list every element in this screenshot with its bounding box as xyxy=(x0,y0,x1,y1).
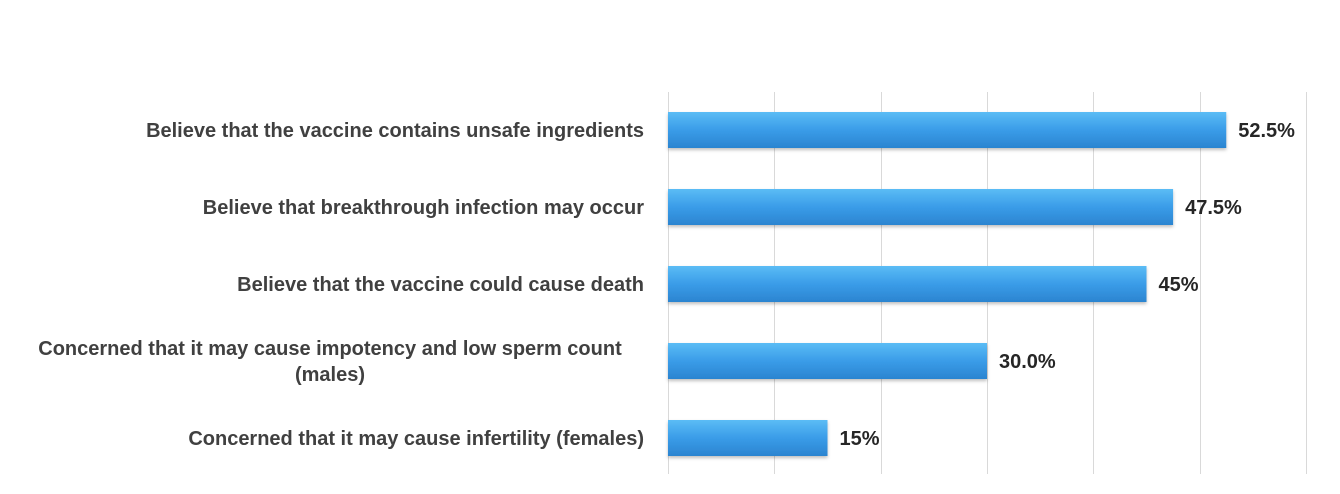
category-label: Believe that the vaccine could cause dea… xyxy=(237,274,644,296)
bar xyxy=(668,112,1227,148)
category-label: Concerned that it may cause infertility … xyxy=(188,428,644,450)
bar xyxy=(668,189,1174,225)
value-label: 47.5% xyxy=(1185,197,1242,219)
value-label: 15% xyxy=(840,428,880,450)
category-label-line: Believe that the vaccine contains unsafe… xyxy=(146,120,644,142)
bar xyxy=(668,343,987,379)
category-label: Believe that breakthrough infection may … xyxy=(203,197,644,219)
value-label: 45% xyxy=(1159,274,1199,296)
category-label-line: Concerned that it may cause infertility … xyxy=(188,428,644,450)
bars xyxy=(668,112,1227,456)
category-label: Concerned that it may cause impotency an… xyxy=(38,338,622,386)
category-labels: Believe that the vaccine contains unsafe… xyxy=(38,120,644,450)
value-label: 52.5% xyxy=(1238,120,1295,142)
category-label-line: Concerned that it may cause impotency an… xyxy=(38,338,622,360)
value-labels: 52.5% 47.5% 45% 30.0% 15% xyxy=(840,120,1296,450)
bar xyxy=(668,420,828,456)
category-label-line: (males) xyxy=(295,364,365,386)
category-label-line: Believe that the vaccine could cause dea… xyxy=(237,274,644,296)
value-label: 30.0% xyxy=(999,351,1056,373)
category-label-line: Believe that breakthrough infection may … xyxy=(203,197,644,219)
bar xyxy=(668,266,1147,302)
category-label: Believe that the vaccine contains unsafe… xyxy=(146,120,644,142)
